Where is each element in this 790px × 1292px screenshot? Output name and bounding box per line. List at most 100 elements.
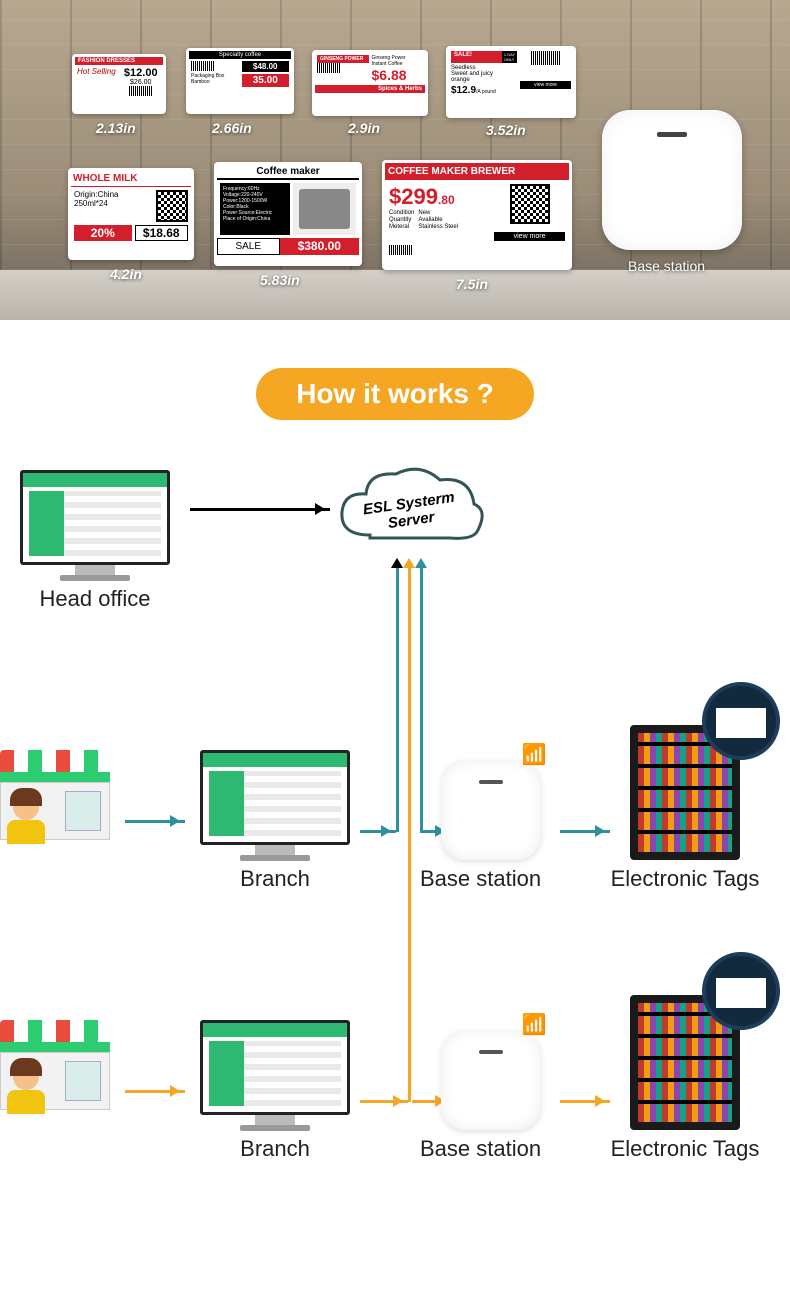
tag-2-66: Specialty coffee Packaging Box Bamboo $4… bbox=[186, 48, 294, 114]
qr-icon bbox=[510, 184, 550, 224]
electronic-tags-node: Electronic Tags bbox=[620, 710, 760, 892]
arrow-icon bbox=[360, 1100, 408, 1103]
zoom-circle-icon bbox=[702, 682, 780, 760]
monitor-icon bbox=[200, 750, 350, 860]
monitor-icon bbox=[20, 470, 170, 580]
tag-price-2: $26.00 bbox=[121, 79, 162, 86]
tag-size-label: 2.66in bbox=[212, 120, 252, 136]
tag-size-label: 7.5in bbox=[456, 276, 488, 292]
tag-price: $6.88 bbox=[372, 67, 424, 83]
tag-spec: Bamboo bbox=[191, 79, 239, 85]
shop-icon bbox=[0, 1020, 110, 1110]
tag-3-52: SALE! 1 DAY ONLY Seedless Sweet and juic… bbox=[446, 46, 576, 118]
tag-line: Origin:China bbox=[74, 190, 152, 199]
barcode-icon bbox=[389, 245, 413, 255]
tag-pct: 20% bbox=[74, 225, 132, 241]
arrow-icon bbox=[125, 1090, 185, 1093]
base-station-icon: 📶 bbox=[441, 760, 541, 860]
tags-grid: FASHION DRESSES Hot Selling $12.00 $26.0… bbox=[0, 0, 790, 320]
shelf-icon bbox=[620, 710, 760, 860]
clerk-icon bbox=[4, 1064, 48, 1114]
base-station-node: 📶 Base station bbox=[440, 760, 541, 892]
arrow-icon bbox=[408, 562, 411, 1102]
tag-7-5: COFFEE MAKER BREWER $299.80 ConditionNew… bbox=[382, 160, 572, 270]
shop-icon bbox=[0, 750, 110, 840]
branch-shop-node bbox=[0, 750, 110, 840]
node-label: Base station bbox=[420, 866, 541, 892]
store-hero: FASHION DRESSES Hot Selling $12.00 $26.0… bbox=[0, 0, 790, 320]
tag-4-2: WHOLE MILK Origin:China 250ml*24 20% $18… bbox=[68, 168, 194, 260]
tag-price: $299 bbox=[389, 184, 438, 209]
base-station-label: Base station bbox=[628, 258, 705, 274]
monitor-icon bbox=[200, 1020, 350, 1130]
base-station-device bbox=[602, 110, 742, 250]
tag-size-label: 3.52in bbox=[486, 122, 526, 138]
tag-size-label: 4.2in bbox=[110, 266, 142, 282]
head-office-node: Head office bbox=[20, 470, 170, 612]
tag-size-label: 2.13in bbox=[96, 120, 136, 136]
tag-specs: Frequency:60Hz Voltage:220-240V Power:12… bbox=[220, 183, 290, 235]
tag-header: Specialty coffee bbox=[189, 51, 291, 59]
tag-price: $48.00 bbox=[242, 61, 290, 72]
cloud-node: ESL Systerm Server bbox=[330, 460, 490, 560]
tag-footer: Spices & Herbs bbox=[315, 85, 425, 93]
view-more: view more bbox=[494, 232, 565, 241]
tag-price: $12.00 bbox=[121, 67, 162, 79]
base-station-node: 📶 Base station bbox=[440, 1030, 541, 1162]
tag-header: COFFEE MAKER BREWER bbox=[385, 163, 569, 180]
tag-title: WHOLE MILK bbox=[71, 171, 191, 187]
node-label: Base station bbox=[420, 1136, 541, 1162]
barcode-icon bbox=[129, 86, 153, 96]
wifi-icon: 📶 bbox=[522, 1012, 547, 1037]
arrow-icon bbox=[190, 508, 330, 511]
tag-size-label: 2.9in bbox=[348, 120, 380, 136]
electronic-tags-node: Electronic Tags bbox=[620, 980, 760, 1162]
arrow-icon bbox=[360, 830, 396, 833]
clerk-icon bbox=[4, 794, 48, 844]
branch-node: Branch bbox=[200, 750, 350, 892]
arrow-icon bbox=[396, 562, 399, 832]
node-label: Electronic Tags bbox=[610, 866, 760, 892]
view-more: view more bbox=[520, 81, 571, 89]
node-label: Branch bbox=[200, 1136, 350, 1162]
node-label: Electronic Tags bbox=[610, 1136, 760, 1162]
tag-desc: Ginseng Power Instant Coffee bbox=[372, 55, 424, 67]
zoom-circle-icon bbox=[702, 952, 780, 1030]
shelf-icon bbox=[620, 980, 760, 1130]
section-title-pill: How it works ? bbox=[256, 368, 534, 420]
qr-icon bbox=[156, 190, 188, 222]
barcode-icon bbox=[531, 51, 561, 65]
tag-desc: Seedless Sweet and juicy orange bbox=[451, 63, 517, 85]
product-image-icon bbox=[299, 189, 351, 229]
arrow-icon bbox=[125, 820, 185, 823]
cloud-icon: ESL Systerm Server bbox=[330, 460, 490, 560]
node-label: Head office bbox=[20, 586, 170, 612]
tag-price: $380.00 bbox=[280, 238, 359, 255]
barcode-icon bbox=[317, 63, 341, 73]
tag-2-13: FASHION DRESSES Hot Selling $12.00 $26.0… bbox=[72, 54, 166, 114]
arrow-icon bbox=[420, 562, 423, 832]
tag-2-9: GINSENG POWER Ginseng Power Instant Coff… bbox=[312, 50, 428, 116]
tag-price: $12.9 bbox=[451, 85, 476, 96]
tag-side: Hot Selling bbox=[77, 67, 118, 76]
wifi-icon: 📶 bbox=[522, 742, 547, 767]
branch-shop-node bbox=[0, 1020, 110, 1110]
how-it-works-diagram: Head office ESL Systerm Server Bra bbox=[0, 450, 790, 1290]
tag-title: Coffee maker bbox=[217, 165, 359, 180]
arrow-icon bbox=[560, 1100, 610, 1103]
tag-price: 35.00 bbox=[242, 74, 290, 87]
node-label: Branch bbox=[200, 866, 350, 892]
sale-label: SALE bbox=[217, 238, 280, 255]
branch-node: Branch bbox=[200, 1020, 350, 1162]
tag-5-83: Coffee maker Frequency:60Hz Voltage:220-… bbox=[214, 162, 362, 266]
barcode-icon bbox=[191, 61, 215, 71]
base-station-icon: 📶 bbox=[441, 1030, 541, 1130]
sale-badge: SALE! bbox=[451, 51, 502, 63]
tag-price: $18.68 bbox=[135, 225, 189, 241]
tag-line: 250ml*24 bbox=[74, 199, 152, 208]
arrow-icon bbox=[560, 830, 610, 833]
tag-badge: GINSENG POWER bbox=[317, 55, 369, 63]
tag-header: FASHION DRESSES bbox=[75, 57, 163, 65]
tag-size-label: 5.83in bbox=[260, 272, 300, 288]
sale-sub: 1 DAY ONLY bbox=[502, 51, 517, 63]
